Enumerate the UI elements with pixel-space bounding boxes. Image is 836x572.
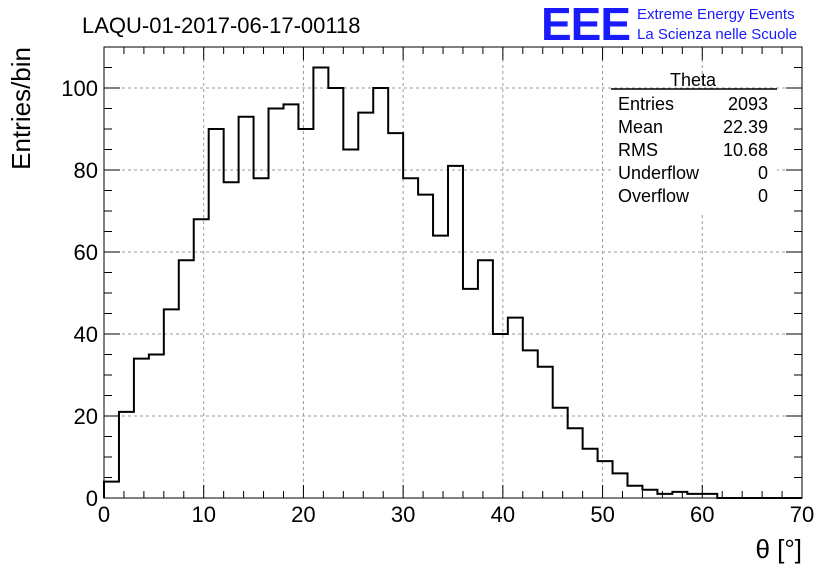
histogram-bin: [508, 318, 523, 498]
stats-label: Underflow: [618, 163, 700, 183]
stats-value: 2093: [728, 94, 768, 114]
histogram-bin: [328, 88, 343, 498]
x-tick-label: 10: [191, 502, 215, 527]
histogram-bin: [702, 494, 717, 498]
histogram-bin: [493, 334, 508, 498]
logo-line1: Extreme Energy Events: [637, 6, 795, 23]
stats-label: RMS: [618, 140, 658, 160]
x-tick-label: 0: [98, 502, 110, 527]
histogram-bin: [538, 367, 553, 498]
histogram-bin: [298, 129, 313, 498]
histogram-bin: [283, 104, 298, 498]
stats-rows: Entries 2093 Mean 22.39 RMS 10.68 Underflow 0 Ov…: [618, 94, 768, 206]
eee-logo: EEE Extreme Energy Events La Scienza nel…: [541, 0, 797, 50]
histogram-bin: [568, 428, 583, 498]
stats-value: 10.68: [723, 140, 768, 160]
stats-label: Entries: [618, 94, 674, 114]
histogram-bin: [358, 113, 373, 498]
histogram-bin: [104, 482, 119, 498]
histogram-bin: [149, 355, 164, 499]
stats-value: 0: [758, 163, 768, 183]
x-tick-label: 50: [590, 502, 614, 527]
histogram-bin: [403, 178, 418, 498]
x-tick-label: 60: [690, 502, 714, 527]
histogram-bin: [418, 195, 433, 498]
stats-label: Mean: [618, 117, 663, 137]
histogram-bin: [553, 408, 568, 498]
histogram-bin: [642, 490, 657, 498]
histogram-bin: [134, 359, 149, 498]
y-tick-label: 40: [74, 322, 98, 347]
histogram-bin: [224, 182, 239, 498]
histogram-bin: [583, 449, 598, 498]
y-tick-label: 20: [74, 404, 98, 429]
x-tick-labels: 0 10 20 30 40 50 60 70: [98, 502, 814, 527]
y-tick-labels: 0 20 40 60 80 100: [61, 76, 98, 511]
histogram-bin: [613, 473, 628, 498]
histogram-bin: [433, 236, 448, 498]
histogram-bin: [269, 109, 284, 499]
chart-title: LAQU-01-2017-06-17-00118: [82, 13, 360, 38]
histogram-bin: [463, 289, 478, 498]
x-tick-label: 40: [491, 502, 515, 527]
logo-text: EEE: [541, 0, 630, 50]
histogram-bin: [687, 494, 702, 498]
histogram-bin: [388, 133, 403, 498]
histogram-outline: [103, 66, 802, 499]
histogram-bin: [478, 260, 493, 498]
histogram-bin: [672, 492, 687, 498]
histogram-bin: [628, 486, 643, 498]
y-tick-label: 100: [61, 76, 98, 101]
histogram-layer: [103, 66, 802, 499]
stats-label: Overflow: [618, 186, 690, 206]
histogram-bin: [119, 412, 134, 498]
x-tick-label: 70: [790, 502, 814, 527]
y-tick-label: 80: [74, 158, 98, 183]
stats-box: Theta Entries 2093 Mean 22.39 RMS 10.68 Underf…: [611, 70, 777, 214]
x-tick-label: 20: [291, 502, 315, 527]
tick-layer: [103, 46, 803, 499]
histogram-bin: [179, 260, 194, 498]
histogram-bin: [448, 166, 463, 498]
histogram-bin: [343, 150, 358, 499]
x-tick-label: 30: [391, 502, 415, 527]
stats-value: 0: [758, 186, 768, 206]
histogram-bin: [373, 88, 388, 498]
histogram-bin: [194, 219, 209, 498]
x-axis-title: θ [°]: [755, 534, 802, 564]
histogram-bin: [164, 309, 179, 498]
histogram-bin: [313, 68, 328, 499]
stats-value: 22.39: [723, 117, 768, 137]
histogram-bin: [209, 129, 224, 498]
y-tick-label: 60: [74, 240, 98, 265]
histogram-bin: [239, 117, 254, 498]
stats-background: [611, 89, 777, 214]
stats-title: Theta: [670, 70, 717, 90]
histogram-bin: [254, 178, 269, 498]
grid-layer: [104, 47, 802, 498]
histogram-bin: [657, 494, 672, 498]
logo-line2: La Scienza nelle Scuole: [637, 26, 797, 43]
y-axis-title: Entries/bin: [6, 47, 36, 170]
histogram-bin: [598, 461, 613, 498]
y-tick-label: 0: [86, 486, 98, 511]
histogram-bin: [523, 350, 538, 498]
